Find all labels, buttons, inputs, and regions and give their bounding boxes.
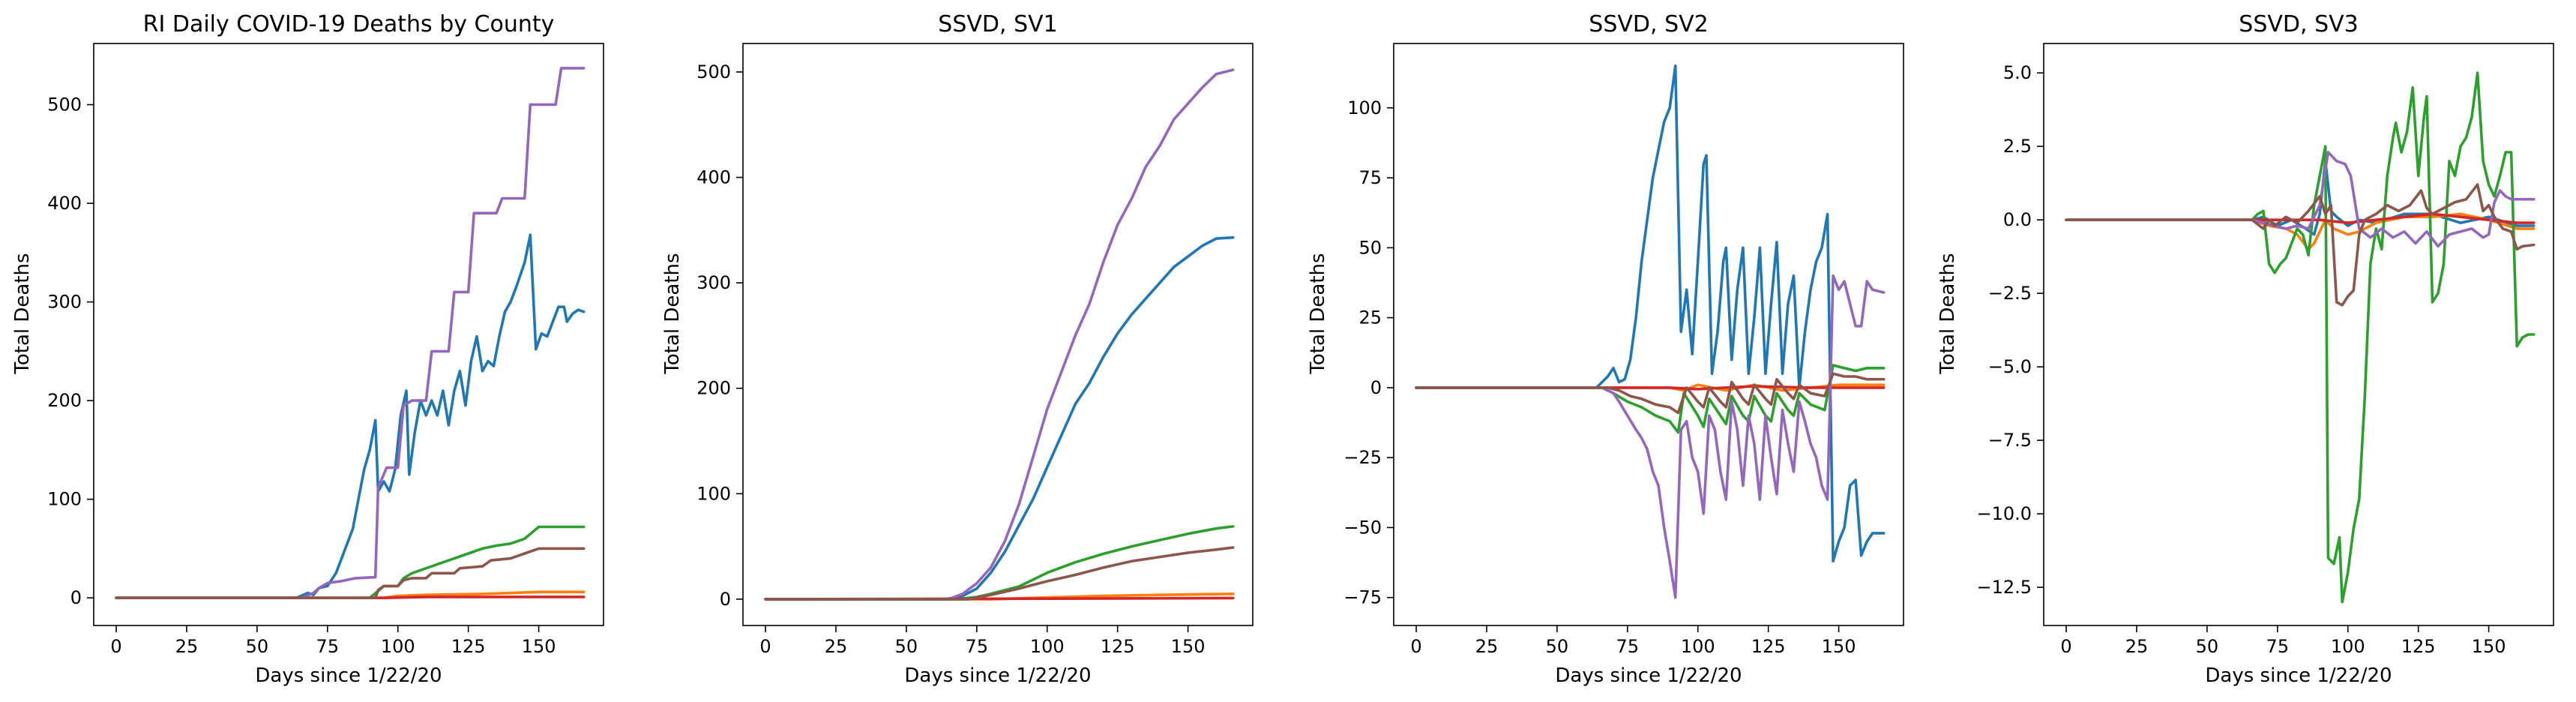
subplot-4-ytick-label: −7.5 bbox=[1988, 430, 2032, 451]
subplot-4-ytick-label: 5.0 bbox=[2003, 62, 2032, 83]
subplot-2-xtick-label: 0 bbox=[759, 636, 771, 657]
subplot-3-ytick-label: 50 bbox=[1358, 237, 1382, 258]
subplot-1-axes-frame bbox=[93, 43, 604, 626]
subplot-2-ytick-label: 200 bbox=[696, 378, 731, 399]
subplot-1-xlabel: Days since 1/22/20 bbox=[255, 664, 442, 687]
subplot-4-xtick-label: 100 bbox=[2331, 636, 2365, 657]
subplot-4: SSVD, SV3 Days since 1/22/20 Total Death… bbox=[1936, 11, 2554, 687]
subplot-1-series-purple-line bbox=[115, 67, 586, 599]
subplot-2-series-purple-line bbox=[764, 68, 1235, 601]
subplot-4-series-brown-line bbox=[2065, 183, 2536, 307]
subplot-4-ytick-label: −10.0 bbox=[1976, 503, 2032, 524]
subplot-3-series-red-line bbox=[1415, 385, 1886, 391]
subplot-2-xtick-label: 75 bbox=[966, 636, 989, 657]
subplot-2-ytick-label: 500 bbox=[696, 62, 731, 82]
subplot-2-xtick-label: 50 bbox=[895, 636, 918, 657]
subplot-3-series-group bbox=[1415, 64, 1886, 599]
subplot-3-xtick-label: 125 bbox=[1751, 636, 1786, 657]
subplot-4-ytick-label: −2.5 bbox=[1988, 283, 2032, 304]
subplot-1-xtick-label: 100 bbox=[381, 636, 415, 657]
subplot-4-xtick-label: 25 bbox=[2125, 636, 2149, 657]
subplot-4-axes-frame bbox=[2043, 43, 2554, 626]
subplot-3-xtick-label: 50 bbox=[1546, 636, 1569, 657]
subplot-4-xtick-label: 125 bbox=[2401, 636, 2436, 657]
subplot-4-series-purple-line bbox=[2065, 151, 2536, 248]
subplot-2: SSVD, SV1 Days since 1/22/20 Total Death… bbox=[661, 11, 1254, 687]
subplot-3-xtick-label: 100 bbox=[1681, 636, 1715, 657]
subplot-3-ytick-label: 75 bbox=[1358, 167, 1382, 188]
subplot-2-series-brown-line bbox=[764, 546, 1235, 601]
subplot-4-xtick-label: 75 bbox=[2266, 636, 2290, 657]
subplot-4-xtick-label: 150 bbox=[2472, 636, 2506, 657]
subplot-4-ytick-label: 0.0 bbox=[2003, 209, 2032, 230]
subplot-4-series-red-line bbox=[2065, 212, 2536, 224]
subplot-2-xtick-label: 100 bbox=[1030, 636, 1065, 657]
subplot-2-xlabel: Days since 1/22/20 bbox=[904, 664, 1091, 687]
subplot-1-ylabel: Total Deaths bbox=[11, 253, 34, 374]
subplot-3-ytick-label: 0 bbox=[1370, 377, 1382, 398]
subplot-4-series-group bbox=[2065, 71, 2536, 604]
subplot-2-ylabel: Total Deaths bbox=[661, 253, 684, 374]
subplot-2-ytick-label: 400 bbox=[696, 167, 731, 188]
subplot-2-ytick-label: 300 bbox=[696, 272, 731, 293]
subplot-2-series-green-line bbox=[764, 525, 1235, 601]
subplot-3-xtick-label: 150 bbox=[1822, 636, 1856, 657]
subplot-2-xtick-label: 25 bbox=[825, 636, 848, 657]
subplot-3: SSVD, SV2 Days since 1/22/20 Total Death… bbox=[1307, 11, 1904, 687]
subplot-4-series-green-line bbox=[2065, 71, 2536, 604]
subplot-3-series-green-line bbox=[1415, 364, 1886, 434]
subplot-1-title: RI Daily COVID-19 Deaths by County bbox=[143, 11, 555, 38]
subplot-3-ylabel: Total Deaths bbox=[1307, 253, 1329, 374]
subplot-2-series-blue-line bbox=[764, 236, 1235, 601]
subplot-1-ytick-label: 400 bbox=[47, 193, 82, 214]
subplot-3-axes-frame bbox=[1393, 43, 1904, 626]
subplot-4-xtick-label: 0 bbox=[2060, 636, 2071, 657]
subplot-4-xtick-label: 50 bbox=[2196, 636, 2219, 657]
subplot-3-series-brown-line bbox=[1415, 372, 1886, 415]
subplot-4-ytick-label: −12.5 bbox=[1976, 577, 2032, 598]
subplot-3-xlabel: Days since 1/22/20 bbox=[1555, 664, 1742, 687]
subplot-1-series-brown-line bbox=[115, 547, 586, 599]
subplot-2-xtick-label: 150 bbox=[1171, 636, 1206, 657]
subplot-1-ytick-label: 200 bbox=[47, 390, 82, 411]
subplot-4-ytick-label: −5.0 bbox=[1988, 356, 2032, 377]
subplot-4-ylabel: Total Deaths bbox=[1936, 253, 1959, 374]
subplot-1-xtick-label: 25 bbox=[175, 636, 199, 657]
subplot-2-ytick-label: 0 bbox=[720, 589, 731, 610]
subplot-4-series-blue-line bbox=[2065, 160, 2536, 236]
subplot-1-xtick-label: 75 bbox=[316, 636, 340, 657]
subplot-4-ytick-label: 2.5 bbox=[2003, 136, 2032, 157]
subplot-1-xtick-label: 125 bbox=[451, 636, 486, 657]
subplot-1: RI Daily COVID-19 Deaths by County Days … bbox=[11, 11, 604, 687]
subplot-2-ytick-label: 100 bbox=[696, 483, 731, 504]
subplot-3-ytick-label: −75 bbox=[1343, 587, 1382, 608]
subplot-2-xtick-label: 125 bbox=[1101, 636, 1135, 657]
subplot-2-axes-frame bbox=[742, 43, 1254, 626]
subplot-3-ytick-label: 25 bbox=[1358, 308, 1382, 328]
subplot-1-ytick-label: 500 bbox=[47, 94, 82, 116]
subplot-1-series-blue-line bbox=[115, 233, 586, 599]
subplot-3-title: SSVD, SV2 bbox=[1589, 11, 1708, 38]
subplot-1-xtick-label: 0 bbox=[110, 636, 121, 657]
subplot-3-xtick-label: 75 bbox=[1616, 636, 1640, 657]
subplot-2-series-group bbox=[764, 68, 1235, 601]
subplot-3-ytick-label: −25 bbox=[1343, 447, 1382, 468]
subplot-2-title: SSVD, SV1 bbox=[938, 11, 1057, 38]
subplot-1-ytick-label: 300 bbox=[47, 292, 82, 313]
subplot-1-ytick-label: 0 bbox=[70, 587, 82, 608]
subplot-3-series-blue-line bbox=[1415, 64, 1886, 562]
subplot-3-xtick-label: 0 bbox=[1410, 636, 1421, 657]
subplot-3-ytick-label: −50 bbox=[1343, 517, 1382, 538]
subplot-1-series-group bbox=[115, 67, 586, 599]
subplot-4-xlabel: Days since 1/22/20 bbox=[2205, 664, 2392, 687]
subplot-4-title: SSVD, SV3 bbox=[2239, 11, 2358, 38]
subplot-3-series-purple-line bbox=[1415, 274, 1886, 599]
subplot-3-xtick-label: 25 bbox=[1475, 636, 1499, 657]
subplot-1-xtick-label: 150 bbox=[522, 636, 556, 657]
subplot-3-ytick-label: 100 bbox=[1347, 98, 1382, 118]
subplot-1-xtick-label: 50 bbox=[246, 636, 269, 657]
subplot-1-ytick-label: 100 bbox=[47, 489, 82, 510]
